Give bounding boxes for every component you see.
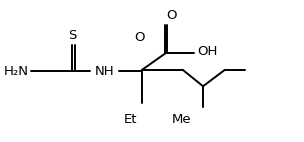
Text: NH: NH bbox=[95, 64, 114, 78]
Text: Et: Et bbox=[124, 113, 137, 126]
Text: O: O bbox=[134, 31, 144, 44]
Text: S: S bbox=[68, 29, 77, 42]
Text: OH: OH bbox=[197, 45, 218, 58]
Text: Me: Me bbox=[171, 113, 191, 126]
Text: H₂N: H₂N bbox=[4, 64, 29, 78]
Text: O: O bbox=[166, 9, 176, 22]
